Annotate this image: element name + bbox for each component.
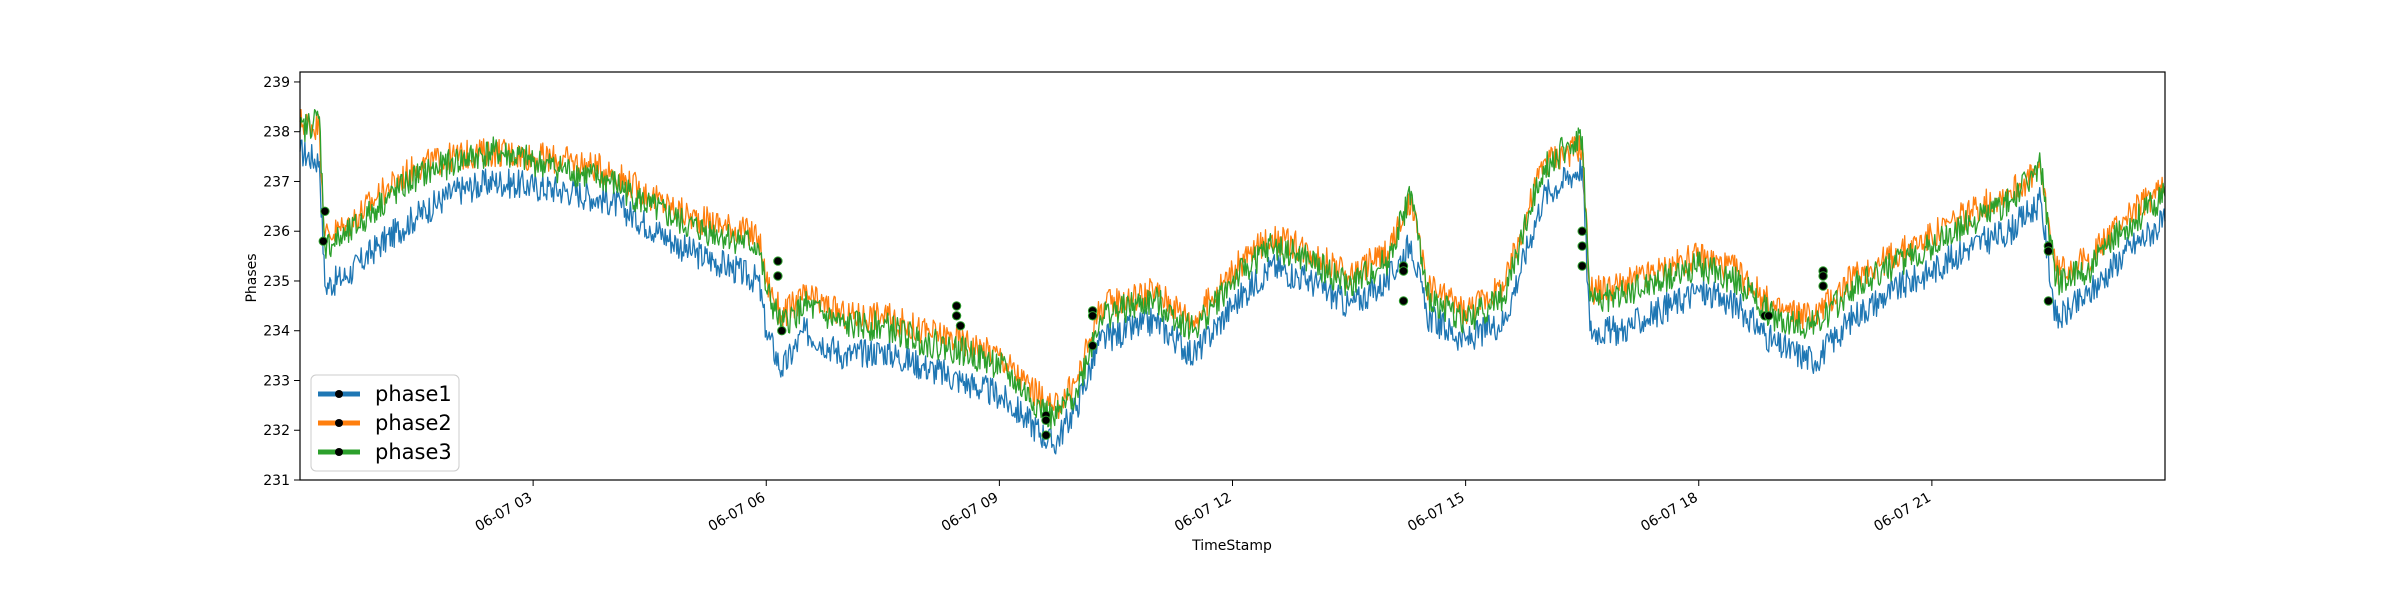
series-line-phase2 — [299, 108, 2166, 420]
event-marker — [1764, 311, 1774, 321]
event-marker — [1087, 311, 1098, 321]
y-tick-label: 237 — [263, 174, 290, 190]
x-tick-label: 06-07 12 — [1172, 490, 1235, 535]
event-marker — [1041, 430, 1051, 440]
y-tick-label: 233 — [263, 373, 290, 389]
y-tick-label: 235 — [263, 274, 290, 290]
legend-box — [310, 374, 460, 472]
x-axis-label: TimeStamp — [1191, 538, 1272, 554]
event-marker — [1398, 266, 1409, 276]
legend: phase1 phase2 phase3 — [310, 374, 460, 472]
series-line-phase1 — [299, 139, 2166, 455]
event-marker — [1087, 341, 1098, 351]
x-tick-label: 06-07 09 — [939, 490, 1002, 535]
y-tick-label: 238 — [263, 125, 290, 141]
legend-marker-phase3 — [335, 448, 343, 456]
event-marker — [1818, 281, 1828, 291]
legend-label-phase3: phase3 — [375, 440, 452, 464]
event-marker — [2043, 246, 2054, 256]
event-marker — [1818, 271, 1828, 281]
legend-marker-phase2 — [335, 419, 343, 427]
x-tick-label: 06-07 18 — [1638, 490, 1701, 535]
x-tick-label: 06-07 15 — [1405, 490, 1468, 535]
y-tick-label: 239 — [263, 75, 290, 91]
event-marker — [773, 271, 783, 281]
legend-marker-phase1 — [335, 390, 343, 398]
series-line-phase3 — [299, 108, 2166, 430]
legend-label-phase1: phase1 — [375, 382, 452, 406]
event-marker — [2043, 296, 2054, 306]
y-tick-label: 231 — [263, 473, 290, 489]
y-tick-label: 236 — [263, 224, 290, 240]
event-marker — [1577, 226, 1587, 236]
plot-lines — [299, 108, 2166, 455]
event-marker — [773, 256, 783, 266]
event-marker — [1398, 296, 1409, 306]
y-tick-label: 234 — [263, 324, 290, 340]
x-tick-label: 06-07 03 — [473, 490, 536, 535]
event-marker — [320, 206, 330, 217]
legend-items: phase1 phase2 phase3 — [318, 382, 452, 464]
legend-label-phase2: phase2 — [375, 411, 452, 435]
plot-markers — [318, 206, 2054, 440]
event-marker — [1577, 241, 1587, 251]
y-axis-label: Phases — [244, 253, 260, 302]
x-tick-label: 06-07 21 — [1871, 490, 1934, 535]
event-marker — [1041, 415, 1051, 425]
event-marker — [777, 326, 787, 336]
event-marker — [318, 236, 328, 246]
event-marker — [951, 301, 962, 311]
event-marker — [951, 311, 962, 321]
x-tick-label: 06-07 06 — [706, 490, 769, 535]
y-axis-ticks: 231 232 233 234 235 236 237 238 239 — [263, 75, 300, 489]
event-marker — [955, 321, 966, 331]
event-marker — [1577, 261, 1587, 271]
x-axis-ticks: 06-07 03 06-07 06 06-07 09 06-07 12 06-07 15… — [473, 480, 1934, 535]
y-tick-label: 232 — [263, 423, 290, 439]
